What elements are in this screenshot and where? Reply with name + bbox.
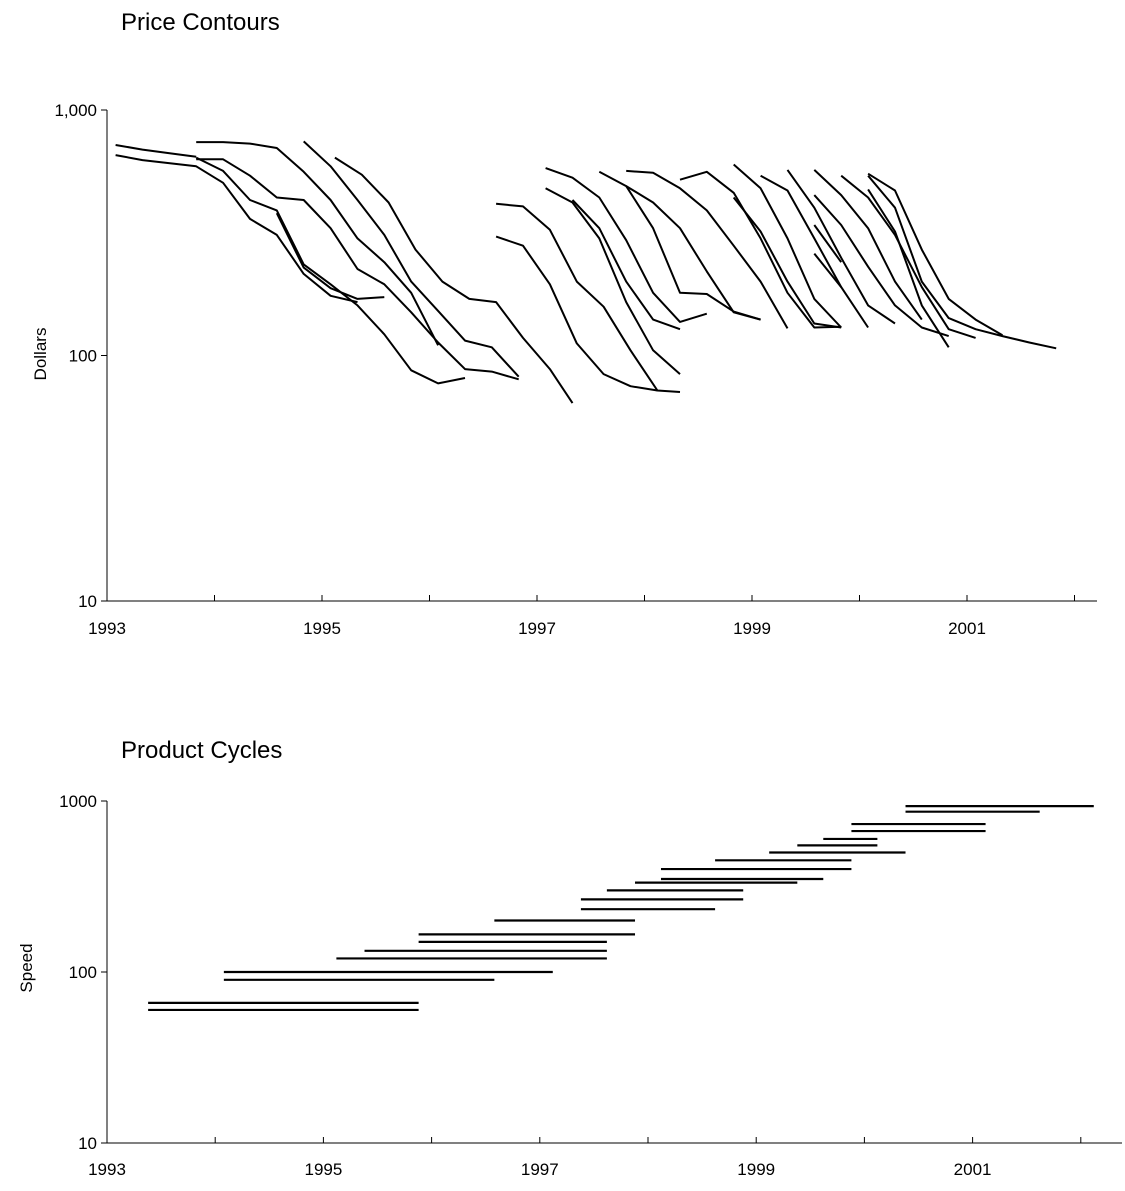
- price-contour-line: [840, 174, 976, 339]
- y-tick-label: 1,000: [54, 101, 97, 120]
- y-axis-label: Speed: [17, 943, 36, 992]
- x-tick-label: 1999: [737, 1160, 775, 1179]
- y-tick-label: 10: [78, 1134, 97, 1153]
- chart-title: Price Contours: [121, 9, 280, 36]
- price-contour-line: [679, 170, 842, 329]
- y-ticks: 10 100 1000: [59, 792, 107, 1153]
- y-axis-label: Dollars: [31, 328, 50, 381]
- price-contour-line: [626, 169, 789, 329]
- y-ticks: 10 100 1,000: [54, 101, 107, 611]
- price-contour-line: [760, 174, 869, 329]
- price-contour-line: [813, 224, 843, 263]
- x-tick-label: 1997: [518, 619, 556, 638]
- price-contour-line: [115, 154, 358, 304]
- price-contour-line: [867, 172, 1004, 337]
- price-contour-line: [545, 187, 681, 375]
- price-contour-line: [625, 185, 761, 321]
- price-contour-line: [867, 188, 950, 348]
- series-group: [148, 805, 1094, 1012]
- price-contour-line: [195, 156, 466, 385]
- price-contour-line: [813, 194, 950, 338]
- x-tick-label: 1993: [88, 1160, 126, 1179]
- price-contour-line: [115, 144, 197, 158]
- price-contour-line: [303, 140, 520, 378]
- x-tick-label: 1993: [88, 619, 126, 638]
- price-contour-line: [196, 158, 519, 381]
- price-contour-line: [786, 169, 896, 325]
- price-contour-line: [334, 156, 574, 404]
- x-tick-label: 1995: [303, 619, 341, 638]
- price-contour-line: [275, 212, 385, 300]
- price-contour-line: [813, 169, 923, 321]
- x-tick-label: 2001: [948, 619, 986, 638]
- x-tick-label: 1995: [304, 1160, 342, 1179]
- x-tick-label: 1999: [733, 619, 771, 638]
- x-ticks: 1993 1995 1997 1999 2001: [88, 1137, 1082, 1179]
- price-contour-line: [733, 163, 842, 329]
- price-contour-line: [495, 235, 658, 392]
- x-tick-label: 1997: [521, 1160, 559, 1179]
- y-tick-label: 100: [69, 347, 97, 366]
- x-ticks: 1993 1995 1997 1999 2001: [88, 595, 1075, 638]
- price-contour-line: [732, 196, 842, 329]
- y-tick-label: 1000: [59, 792, 97, 811]
- y-tick-label: 10: [78, 592, 97, 611]
- price-contour-line: [867, 175, 1057, 350]
- price-contour-line: [496, 202, 681, 393]
- price-contour-line: [545, 167, 708, 323]
- x-tick-label: 2001: [954, 1160, 992, 1179]
- price-contour-line: [196, 141, 439, 346]
- price-contour-line: [571, 199, 681, 331]
- chart-title: Product Cycles: [121, 737, 282, 764]
- series-group: [115, 140, 1057, 404]
- price-contour-line: [813, 252, 842, 288]
- y-tick-label: 100: [69, 963, 97, 982]
